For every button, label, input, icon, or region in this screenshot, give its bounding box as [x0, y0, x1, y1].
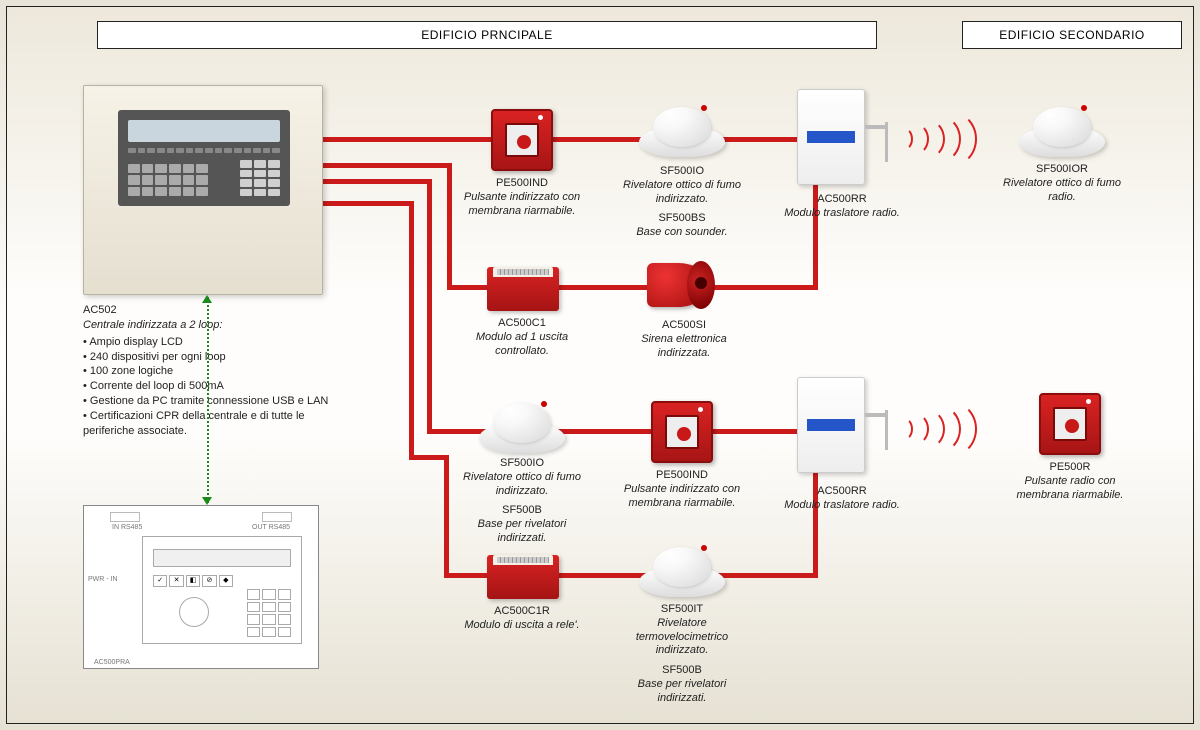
title-secondary: EDIFICIO SECONDARIO	[962, 21, 1182, 49]
smoke-detector-sf500ior	[1019, 101, 1105, 157]
callpoint-pe500ind-1	[491, 109, 553, 171]
label-ac500rr-2: AC500RR Modulo traslatore radio.	[777, 485, 907, 513]
pwr-in-label: PWR - IN	[88, 576, 118, 583]
remote-panel: IN RS485 OUT RS485 ✓✕◧⊘◆ PWR - IN AC500P…	[83, 505, 319, 669]
callpoint-pe500ind-2	[651, 401, 713, 463]
wire	[447, 163, 452, 289]
control-panel	[83, 85, 323, 295]
wire	[444, 455, 449, 577]
radio-waves-icon	[893, 109, 973, 169]
module-ac500c1	[487, 267, 559, 311]
module-ac500c1r	[487, 555, 559, 599]
wire	[323, 137, 813, 142]
wire	[409, 201, 414, 459]
smoke-detector-sf500io-2	[479, 397, 565, 453]
callpoint-pe500r	[1039, 393, 1101, 455]
label-pe500r: PE500R Pulsante radio con membrana riarm…	[1005, 461, 1135, 502]
rs485-link	[207, 297, 209, 503]
label-ac500c1r: AC500C1R Modulo di uscita a rele'.	[457, 605, 587, 633]
wire	[323, 201, 413, 206]
radio-module-1	[797, 89, 875, 199]
label-ac500si: AC500SI Sirena elettronica indirizzata.	[619, 319, 749, 360]
label-sf500it: SF500IT Rivelatore termovelocimetrico in…	[617, 603, 747, 705]
wire	[427, 179, 432, 433]
wire	[409, 455, 449, 460]
label-pe500ind-2: PE500IND Pulsante indirizzato con membra…	[617, 469, 747, 510]
radio-waves-icon	[893, 399, 973, 459]
label-ac500rr-1: AC500RR Modulo traslatore radio.	[777, 193, 907, 221]
smoke-detector-sf500io-1	[639, 101, 725, 157]
slot-out-label: OUT RS485	[252, 524, 290, 531]
sub-panel-model: AC500PRA	[94, 659, 130, 666]
sounder-ac500si	[647, 255, 717, 315]
arrow-down-icon	[202, 497, 212, 505]
title-main: EDIFICIO PRNCIPALE	[97, 21, 877, 49]
label-sf500ior: SF500IOR Rivelatore ottico di fumo radio…	[997, 163, 1127, 204]
arrow-up-icon	[202, 295, 212, 303]
smoke-detector-sf500it	[639, 541, 725, 597]
wire	[323, 179, 432, 184]
label-sf500io-1: SF500IO Rivelatore ottico di fumo indiri…	[617, 165, 747, 240]
slot-in-label: IN RS485	[112, 524, 142, 531]
wire	[323, 163, 451, 168]
panel-lcd-icon	[118, 110, 290, 206]
label-ac500c1: AC500C1 Modulo ad 1 uscita controllato.	[457, 317, 587, 358]
diagram-canvas: EDIFICIO PRNCIPALE EDIFICIO SECONDARIO A…	[6, 6, 1194, 724]
radio-module-2	[797, 377, 875, 487]
label-pe500ind-1: PE500IND Pulsante indirizzato con membra…	[457, 177, 587, 218]
label-sf500io-2: SF500IO Rivelatore ottico di fumo indiri…	[457, 457, 587, 546]
